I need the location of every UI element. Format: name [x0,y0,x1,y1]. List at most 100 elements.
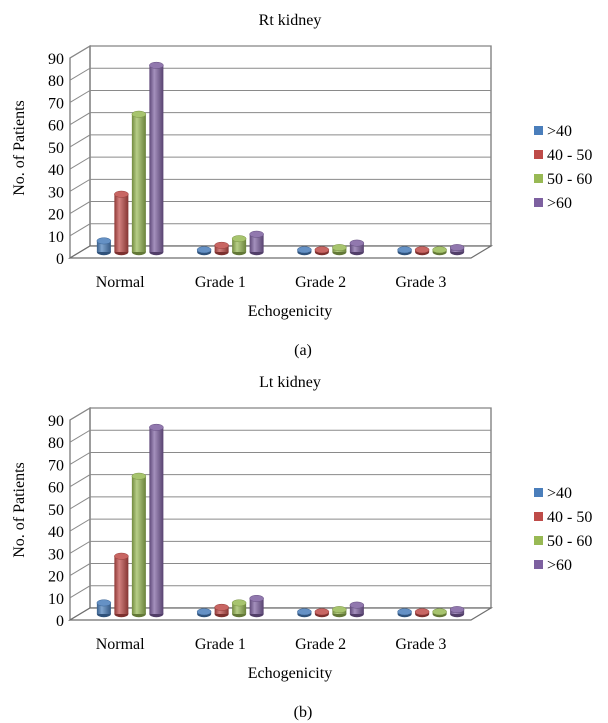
chart-title: Lt kidney [259,374,321,391]
bar-top [231,599,247,607]
bar-body [114,556,129,614]
bar-5060-grade-2 [332,606,347,618]
gridline [69,201,491,214]
gridline [69,112,491,126]
bar-60-grade-2 [349,601,365,618]
bars [96,61,465,256]
bar-60-grade-2 [349,239,365,256]
bar-5060-grade-1 [231,599,247,618]
bar-top [149,423,164,431]
bar-body [114,194,129,252]
gridline [69,585,491,599]
x-tick-label: Normal [96,636,145,653]
bar-top [196,608,212,616]
bar-body [349,605,364,614]
legend-swatch [534,174,543,183]
bar-5060-grade-3 [432,246,447,256]
legend-label: >40 [547,123,572,140]
legend-label: 40 - 50 [547,147,592,164]
bars [96,423,465,618]
y-tick-label: 90 [48,51,64,68]
legend-swatch [534,512,543,521]
floor [67,607,494,621]
side-wall [69,44,91,260]
y-tick-label: 0 [56,613,64,630]
legend: >40 40 - 50 50 - 60 >60 [534,485,592,574]
x-tick-label: Grade 2 [295,636,346,653]
bar-body [131,114,146,252]
y-tick-label: 70 [48,95,64,112]
y-tick-labels: 0 10 20 30 40 50 60 70 80 90 [48,413,64,630]
bar-body [149,65,164,252]
legend-swatch [534,536,543,545]
bar-top [414,608,430,616]
legend-swatch [534,198,543,207]
gridline [69,563,491,576]
bar-top [397,608,412,616]
bar-4050-grade-2 [314,608,330,618]
bar-60-grade-3 [449,606,465,618]
y-axis-label: No. of Patients [11,462,28,558]
y-tick-label: 80 [48,73,64,90]
bar-60-normal [149,423,164,618]
y-tick-label: 90 [48,413,64,430]
legend-label: >60 [547,557,572,574]
bar-top [349,239,365,247]
legend-label: >60 [547,195,572,212]
gridline [69,45,491,59]
gridline [69,223,491,237]
bar-4050-grade-1 [214,241,229,256]
bar-body [96,602,111,614]
bar-body [232,238,247,252]
bar-top [432,608,447,616]
bar-top [196,246,212,254]
y-tick-label: 10 [48,591,64,608]
legend-swatch [534,126,543,135]
bar-60-normal [149,61,164,256]
gridline [69,451,491,465]
bar-4050-normal [114,190,129,256]
bar-top [96,237,112,245]
bar-5060-grade-3 [432,608,447,618]
bar-5060-normal [131,472,147,618]
bar-top [314,246,330,254]
bar-top [449,244,465,252]
bar-4050-grade-3 [414,246,430,256]
bar-40-grade-1 [196,246,212,256]
gridlines [69,407,491,621]
bar-top [449,606,465,614]
bar-top [214,241,229,249]
bar-5060-grade-2 [332,244,347,256]
gridline [69,496,491,510]
bar-4050-grade-2 [314,246,330,256]
bar-top [249,594,264,602]
x-tick-label: Grade 3 [395,274,446,291]
y-tick-label: 40 [48,524,64,541]
y-tick-label: 70 [48,457,64,474]
bar-top [297,608,312,616]
legend-label: 50 - 60 [547,533,592,550]
figure-caption: (a) [294,342,312,359]
bar-top [314,608,330,616]
y-tick-label: 60 [48,480,64,497]
y-tick-label: 30 [48,546,64,563]
bar-body [249,234,264,252]
bar-40-normal [96,599,112,618]
bar-top [131,110,147,118]
bar-top [397,246,412,254]
bar-top [149,61,164,69]
bar-4050-grade-3 [414,608,430,618]
legend-label: 40 - 50 [547,509,592,526]
y-tick-label: 20 [48,207,64,224]
x-tick-label: Normal [96,274,145,291]
bar-40-grade-1 [196,608,212,618]
bar-top [214,603,229,611]
side-wall [69,406,91,622]
legend: >40 40 - 50 50 - 60 >60 [534,123,592,212]
legend-swatch [534,560,543,569]
gridline [69,540,491,554]
gridline [69,156,491,170]
x-tick-label: Grade 1 [195,274,246,291]
x-axis-label: Echogenicity [248,303,332,320]
legend-swatch [534,150,543,159]
